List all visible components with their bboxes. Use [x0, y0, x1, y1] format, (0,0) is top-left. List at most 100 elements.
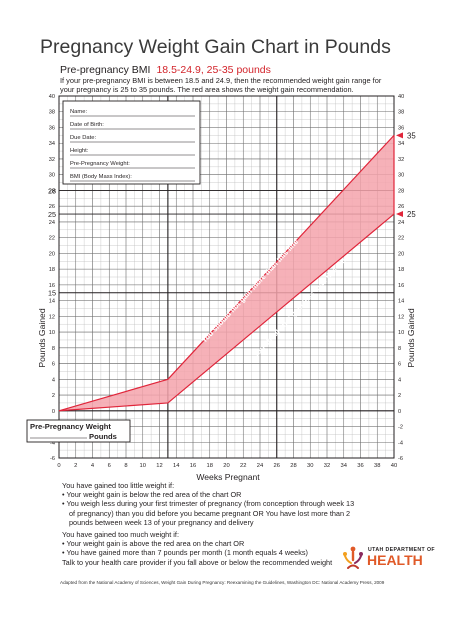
- y-tick-label-left: 12: [49, 314, 55, 320]
- y-tick-label-left: 24: [49, 220, 55, 226]
- y-tick-label-right: 24: [398, 220, 404, 226]
- y-tick-label-left: 32: [49, 157, 55, 163]
- form-field-label: Pre-Pregnancy Weight:: [70, 161, 130, 167]
- intro-line-2: your pregnancy is 25 to 35 pounds. The r…: [60, 85, 354, 95]
- y-tick-label-left: 18: [49, 267, 55, 273]
- too-much-item-2: • You have gained more than 7 pounds per…: [62, 548, 308, 558]
- intro-text: If your pre-pregnancy BMI is between 18.…: [60, 76, 420, 95]
- pre-weight-box-line2: Pounds: [89, 432, 117, 441]
- too-little-item-1: • Your weight gain is below the red area…: [62, 490, 242, 500]
- x-tick-label: 6: [108, 463, 111, 469]
- y-tick-label-right: 40: [398, 94, 404, 100]
- y-tick-label-emphasis: 15: [48, 289, 56, 298]
- x-tick-label: 2: [74, 463, 77, 469]
- y-tick-label-left: 28: [49, 188, 55, 194]
- upper-limit-line: [58, 134, 395, 412]
- source-footer: Adapted from the National Academy of Sci…: [60, 580, 385, 585]
- y-tick-label-left: 8: [52, 346, 55, 352]
- form-field-label: Height:: [70, 148, 89, 154]
- y-tick-label-right: 32: [398, 157, 404, 163]
- too-little-item-2: • You weigh less during your first trime…: [62, 499, 355, 527]
- y-tick-label-left: -4: [50, 440, 55, 446]
- form-field-label: Date of Birth:: [70, 122, 104, 128]
- bmi-range: 18.5-24.9, 25-35 pounds: [156, 64, 271, 76]
- y-tick-label-left: 26: [49, 204, 55, 210]
- y-tick-label-right: 10: [398, 330, 404, 336]
- y-tick-label-left: 22: [49, 236, 55, 242]
- x-tick-label: 8: [124, 463, 127, 469]
- y-tick-label-left: 6: [52, 362, 55, 368]
- form-field-label: BMI (Body Mass Index):: [70, 174, 132, 180]
- guidance-text: You have gained too little weight if: • …: [62, 481, 362, 567]
- right-pointer-marker: [396, 211, 403, 218]
- y-tick-label-left: 34: [49, 141, 55, 147]
- too-much-item-1: • Your weight gain is above the red area…: [62, 539, 245, 549]
- logo-health-text: HEALTH: [367, 552, 423, 568]
- tick-label-layer: 0 2 4 6 8 10 12 14 16 18 20 22 24 26 28 30 32 34 36 38 40-6-…: [48, 94, 416, 469]
- y-tick-label-right: 38: [398, 110, 404, 116]
- y-tick-label-right: 16: [398, 283, 404, 289]
- x-tick-label: 14: [173, 463, 180, 469]
- x-tick-label: 40: [391, 463, 397, 469]
- too-much-heading: You have gained too much weight if:: [62, 530, 179, 540]
- pre-weight-box-line1: Pre-Pregnancy Weight: [30, 422, 111, 431]
- y-tick-label-right: 20: [398, 251, 404, 257]
- y-tick-label-emphasis: 28: [48, 186, 56, 195]
- right-target-label: 35: [407, 131, 416, 140]
- y-tick-label-right: 34: [398, 141, 404, 147]
- y-tick-label-left: 2: [52, 393, 55, 399]
- y-tick-label-right: 14: [398, 299, 404, 305]
- info-form-fields: Name: Date of Birth: Due Date: Height: Pre-P…: [70, 109, 195, 182]
- y-tick-label-left: 10: [49, 330, 55, 336]
- x-tick-label: 36: [357, 463, 363, 469]
- y-tick-label-left: 36: [49, 125, 55, 131]
- x-tick-label: 16: [190, 463, 196, 469]
- y-tick-label-right: -4: [398, 440, 403, 446]
- right-pointer-marker: [396, 132, 403, 139]
- plot-frame: [58, 95, 395, 459]
- y-tick-label-left: 16: [49, 283, 55, 289]
- y-tick-label-left: 38: [49, 110, 55, 116]
- y-tick-label-right: -2: [398, 425, 403, 431]
- x-tick-label: 0: [57, 463, 60, 469]
- overlay-layer: Name: Date of Birth: Due Date: Height: Pre-P…: [26, 100, 201, 443]
- y-tick-label-right: 12: [398, 314, 404, 320]
- y-tick-label-right: 4: [398, 377, 401, 383]
- x-tick-label: 26: [274, 463, 280, 469]
- form-field-label: Due Date:: [70, 135, 96, 141]
- y-tick-label-right: -6: [398, 456, 403, 462]
- y-tick-label-left: 14: [49, 299, 55, 305]
- people-logo-icon: [343, 546, 363, 569]
- x-tick-label: 4: [91, 463, 95, 469]
- bmi-heading: Pre-pregnancy BMI 18.5-24.9, 25-35 pounds: [60, 64, 271, 76]
- x-tick-label: 28: [290, 463, 296, 469]
- y-tick-label-right: 8: [398, 346, 401, 352]
- x-tick-label: 38: [374, 463, 380, 469]
- x-tick-label: 18: [207, 463, 213, 469]
- page-title: Pregnancy Weight Gain Chart in Pounds: [40, 36, 391, 58]
- y-tick-label-left: -6: [50, 456, 55, 462]
- y-tick-label-left: 40: [49, 94, 55, 100]
- form-field-label: Name:: [70, 109, 87, 115]
- x-tick-label: 20: [223, 463, 229, 469]
- x-tick-label: 10: [140, 463, 146, 469]
- right-target-label: 25: [407, 210, 416, 219]
- x-tick-label: 24: [257, 463, 264, 469]
- y-axis-title-right: Pounds Gained: [406, 308, 416, 367]
- x-tick-label: 34: [341, 463, 348, 469]
- y-tick-label-right: 28: [398, 188, 404, 194]
- health-department-logo: UTAH DEPARTMENT OF HEALTH: [340, 545, 466, 571]
- y-tick-label-right: 18: [398, 267, 404, 273]
- bmi-label: Pre-pregnancy BMI: [60, 64, 151, 76]
- x-tick-label: 12: [156, 463, 162, 469]
- y-tick-label-right: 26: [398, 204, 404, 210]
- x-tick-label: 32: [324, 463, 330, 469]
- y-tick-label-right: 22: [398, 236, 404, 242]
- intro-line-1: If your pre-pregnancy BMI is between 18.…: [60, 76, 382, 85]
- lower-limit-line: [58, 213, 395, 412]
- y-tick-label-left: 30: [49, 173, 55, 179]
- info-form-box: [62, 100, 201, 185]
- y-axis-title-left: Pounds Gained: [37, 308, 47, 367]
- pre-pregnancy-weight-box: [26, 419, 131, 443]
